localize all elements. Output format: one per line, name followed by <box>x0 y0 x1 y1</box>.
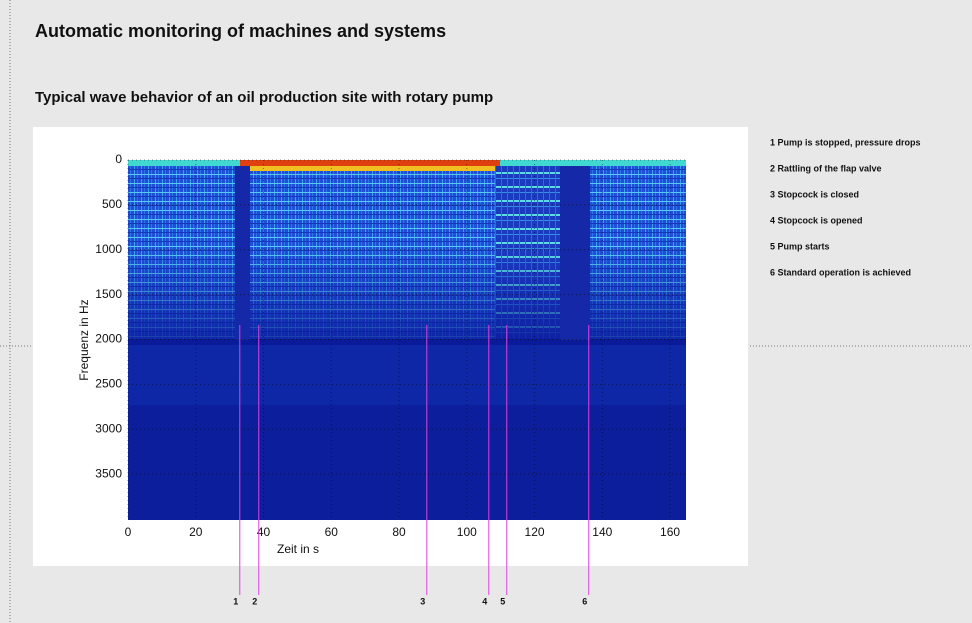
x-tick-label: 20 <box>189 525 203 539</box>
y-tick-label: 2500 <box>95 377 122 391</box>
y-tick-label: 1500 <box>95 287 122 301</box>
note: 3 Stopcock is closed <box>770 189 859 199</box>
event-label: 4 <box>482 596 487 606</box>
note: 1 Pump is stopped, pressure drops <box>770 137 921 147</box>
x-tick-label: 60 <box>325 525 339 539</box>
x-tick-label: 80 <box>392 525 406 539</box>
x-tick-label: 160 <box>660 525 680 539</box>
y-tick-label: 3500 <box>95 466 122 480</box>
subtitle: Typical wave behavior of an oil producti… <box>35 89 493 106</box>
y-tick-label: 3000 <box>95 421 122 435</box>
note: 6 Standard operation is achieved <box>770 267 911 277</box>
y-tick-label: 1000 <box>95 242 122 256</box>
x-tick-label: 140 <box>592 525 612 539</box>
x-axis-label: Zeit in s <box>277 542 319 556</box>
x-tick-label: 0 <box>125 525 132 539</box>
note: 2 Rattling of the flap valve <box>770 163 882 173</box>
event-label: 3 <box>420 596 425 606</box>
x-tick-label: 120 <box>525 525 545 539</box>
y-tick-label: 500 <box>102 197 122 211</box>
event-label: 1 <box>233 596 238 606</box>
y-tick-label: 0 <box>115 152 122 166</box>
y-axis-label: Frequenz in Hz <box>77 299 91 380</box>
spectrogram-image <box>128 160 686 520</box>
y-tick-label: 2000 <box>95 332 122 346</box>
note: 5 Pump starts <box>770 241 830 251</box>
x-tick-label: 100 <box>457 525 477 539</box>
event-label: 6 <box>582 596 587 606</box>
title: Automatic monitoring of machines and sys… <box>35 21 446 41</box>
note: 4 Stopcock is opened <box>770 215 863 225</box>
event-label: 2 <box>252 596 257 606</box>
event-label: 5 <box>500 596 505 606</box>
x-tick-label: 40 <box>257 525 271 539</box>
